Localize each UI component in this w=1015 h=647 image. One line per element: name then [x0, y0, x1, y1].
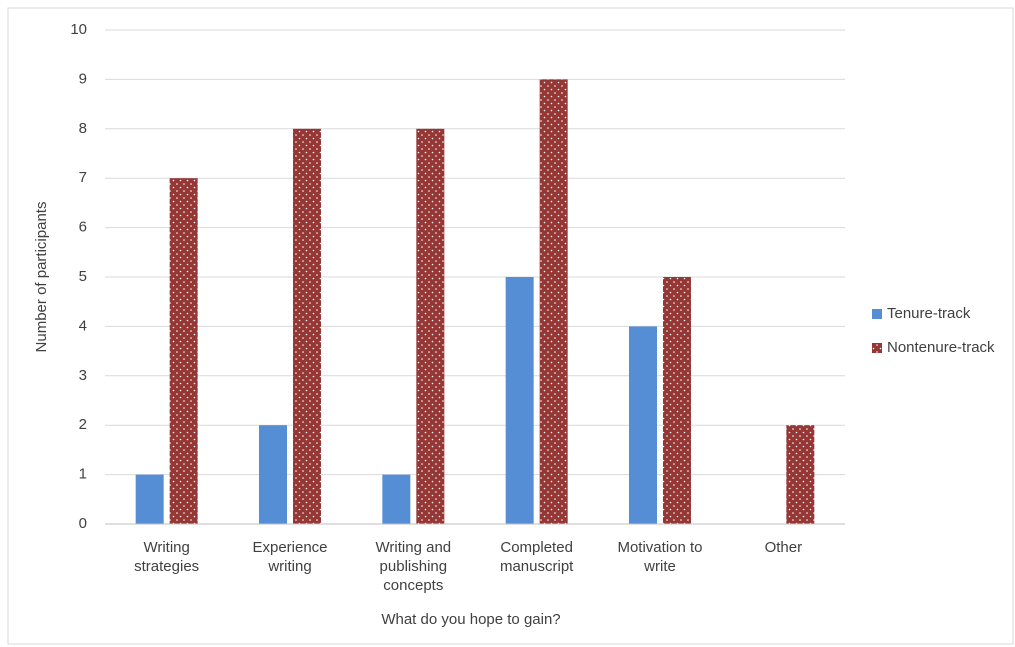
- bar: [663, 277, 691, 524]
- bar: [539, 79, 568, 525]
- y-tick-label: 7: [79, 169, 87, 186]
- y-tick-label: 10: [70, 21, 87, 38]
- x-tick-label: Other: [764, 539, 803, 556]
- bar: [135, 474, 164, 524]
- bar: [416, 128, 445, 525]
- x-tick-label: Writing and publishing concepts: [375, 539, 452, 594]
- chart-border: [7, 7, 1014, 645]
- y-tick-label: 3: [79, 367, 87, 384]
- x-axis-title: What do you hope to gain?: [381, 611, 560, 628]
- x-tick-label: Writing strategies: [134, 539, 200, 575]
- x-tick-label: Motivation to write: [617, 539, 703, 575]
- y-tick-label: 9: [79, 70, 87, 87]
- y-tick-label: 6: [79, 219, 87, 236]
- legend-swatch: [872, 343, 882, 353]
- y-tick-label: 5: [79, 268, 87, 285]
- bar: [293, 128, 321, 525]
- y-tick-label: 1: [79, 466, 87, 483]
- y-tick-label: 8: [79, 120, 87, 137]
- bar: [259, 425, 287, 524]
- y-tick-label: 4: [79, 317, 87, 334]
- bar: [786, 425, 815, 524]
- bar: [382, 474, 411, 524]
- legend-swatch: [872, 309, 882, 319]
- y-tick-label: 0: [79, 515, 87, 532]
- legend-label: Nontenure-track: [887, 339, 995, 356]
- y-tick-label: 2: [79, 416, 87, 433]
- x-tick-label: Completed manuscript: [499, 539, 574, 575]
- x-tick-label: Experience writing: [252, 539, 328, 575]
- bar: [169, 178, 198, 524]
- bar: [629, 326, 657, 524]
- legend-label: Tenure-track: [887, 305, 971, 322]
- y-axis-title: Number of participants: [33, 202, 50, 353]
- bar: [505, 277, 534, 524]
